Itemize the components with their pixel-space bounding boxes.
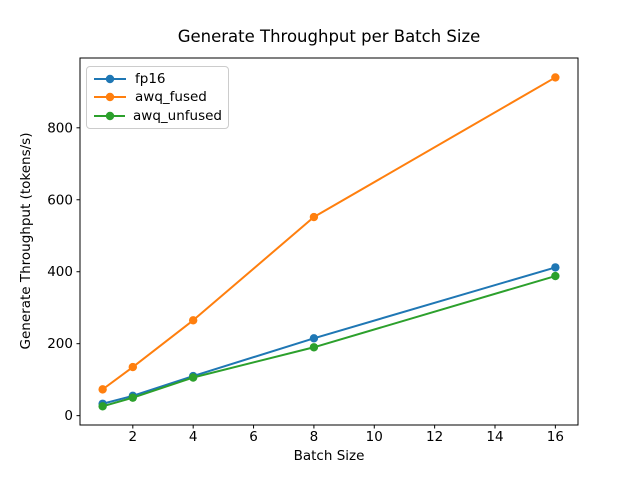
legend-label-awq_fused: awq_fused (135, 89, 207, 106)
y-tick-label: 400 (47, 264, 73, 280)
x-tick-label: 4 (189, 429, 198, 445)
data-point-awq_unfused (551, 271, 560, 281)
y-tick-label: 0 (64, 408, 73, 424)
legend: fp16 awq_fused awq_unfused (86, 66, 229, 129)
data-point-awq_fused (188, 316, 198, 325)
y-tick-label: 600 (47, 192, 73, 208)
data-point-awq_fused (128, 362, 138, 372)
data-point-awq_unfused (98, 402, 107, 411)
legend-item-fp16: fp16 (93, 70, 222, 88)
x-tick-label: 14 (486, 429, 503, 445)
series-line-awq_unfused (101, 275, 557, 408)
legend-sample-awq_fused (94, 93, 126, 102)
y-tick-label: 200 (47, 336, 73, 352)
x-tick-label: 8 (310, 429, 319, 445)
legend-sample-awq_unfused (94, 111, 126, 121)
x-tick-label: 6 (249, 429, 258, 445)
series-line-fp16 (101, 266, 557, 405)
data-point-awq_unfused (309, 343, 319, 352)
data-point-awq_fused (98, 385, 107, 394)
chart-title: Generate Throughput per Batch Size (177, 27, 481, 46)
y-tick-label: 800 (47, 120, 73, 136)
data-point-awq_unfused (188, 373, 198, 382)
legend-sample-fp16 (94, 74, 126, 84)
x-tick-label: 16 (547, 429, 564, 445)
legend-label-awq_unfused: awq_unfused (133, 107, 222, 124)
legend-label-fp16: fp16 (135, 71, 166, 88)
x-tick-label: 2 (129, 429, 138, 445)
data-point-awq_fused (309, 212, 319, 222)
legend-item-awq_fused: awq_fused (93, 88, 222, 106)
x-axis-label: Batch Size (293, 448, 365, 464)
legend-item-awq_unfused: awq_unfused (93, 107, 222, 125)
data-point-awq_unfused (128, 393, 138, 402)
data-point-fp16 (551, 263, 560, 272)
axes-frame (79, 57, 579, 426)
x-tick-label: 12 (426, 429, 443, 445)
data-point-fp16 (309, 334, 319, 343)
x-tick-label: 10 (366, 429, 383, 445)
data-point-awq_fused (551, 73, 560, 82)
